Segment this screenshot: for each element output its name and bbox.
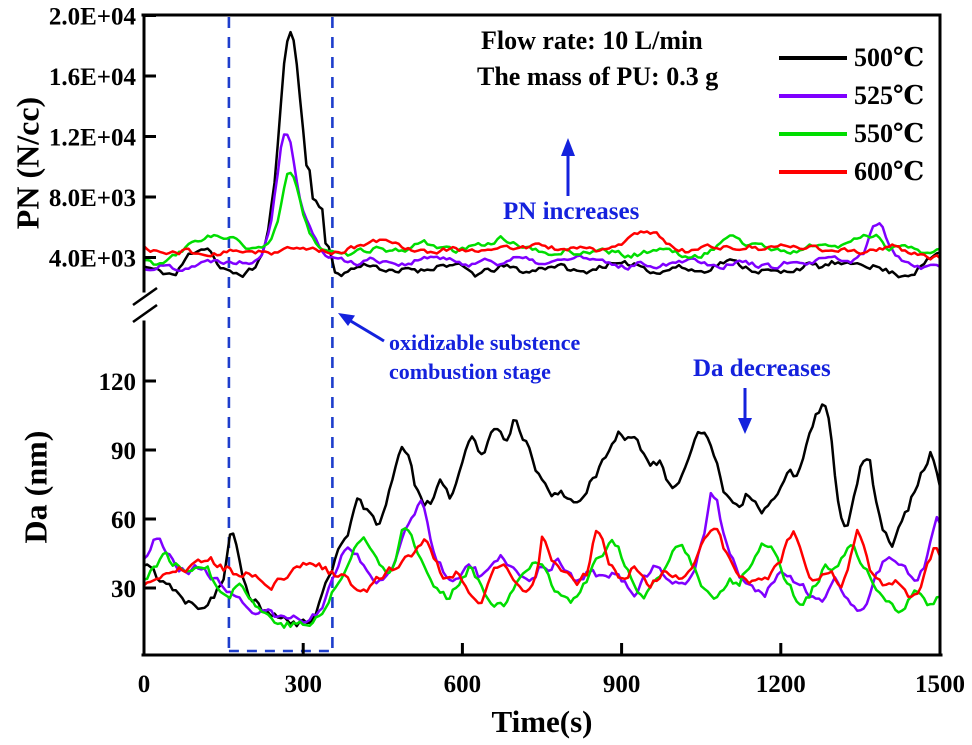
- y-tick-label-pn: 8.0E+03: [49, 185, 136, 212]
- legend-line-550c: [779, 132, 847, 136]
- y-axis-title-pn: PN (N/cc): [9, 96, 46, 230]
- annotation-pn-increases: PN increases: [503, 198, 640, 225]
- y-tick-label-da: 60: [111, 507, 136, 534]
- series-da-500c: [144, 403, 941, 628]
- y-tick-label-da: 30: [111, 576, 136, 603]
- y-tick-label-pn: 4.0E+03: [49, 246, 136, 273]
- legend-label-550c: 550℃: [854, 119, 925, 148]
- axis-break-slash-1: [132, 286, 158, 307]
- x-tick-label: 0: [138, 671, 151, 698]
- series-pn-600c: [144, 230, 941, 261]
- legend-item-500c: 500℃: [779, 39, 924, 77]
- y-tick-label-da: 90: [111, 438, 136, 465]
- y-tick-label-pn: 1.6E+04: [49, 64, 137, 91]
- x-tick-label: 900: [603, 671, 641, 698]
- annotation-oxidizable-line1: oxidizable substence: [389, 330, 581, 355]
- legend-line-500c: [779, 56, 847, 60]
- annotation-da-decreases: Da decreases: [693, 355, 831, 382]
- oxidizable-arrow-head: [338, 313, 355, 326]
- legend-line-525c: [779, 94, 847, 98]
- annotation-oxidizable-line2: combustion stage: [389, 359, 551, 384]
- x-tick-label: 1500: [915, 671, 965, 698]
- legend-label-600c: 600℃: [854, 157, 925, 186]
- x-axis-title-time: Time(s): [491, 704, 593, 739]
- y-tick-label-pn: 2.0E+04: [49, 4, 137, 31]
- annotation-oxidizable-stage: oxidizable substence combustion stage: [389, 328, 580, 386]
- series-da-600c: [144, 527, 941, 605]
- y-tick-label-pn: 1.2E+04: [49, 125, 137, 152]
- legend-label-500c: 500℃: [854, 43, 925, 72]
- legend-item-550c: 550℃: [779, 115, 924, 153]
- da-decreases-arrow-head: [738, 418, 752, 434]
- x-tick-label: 1200: [756, 671, 806, 698]
- header-pu-mass: The mass of PU: 0.3 g: [477, 62, 719, 91]
- pn-increases-arrow-head: [561, 138, 575, 156]
- oxidizable-arrow-line: [348, 318, 385, 343]
- y-tick-label-da: 120: [99, 369, 137, 396]
- series-da-525c: [144, 491, 941, 624]
- legend-item-600c: 600℃: [779, 153, 924, 191]
- header-flow-rate: Flow rate: 10 L/min: [481, 26, 703, 55]
- series-pn-525c: [144, 133, 941, 273]
- axis-break-slash-2: [132, 303, 158, 324]
- x-tick-label: 300: [284, 671, 322, 698]
- series-da-550c: [144, 527, 941, 629]
- legend-label-525c: 525℃: [854, 81, 925, 110]
- legend-item-525c: 525℃: [779, 77, 924, 115]
- legend-line-600c: [779, 170, 847, 174]
- x-tick-label: 600: [444, 671, 482, 698]
- y-axis-title-da: Da (nm): [17, 430, 54, 544]
